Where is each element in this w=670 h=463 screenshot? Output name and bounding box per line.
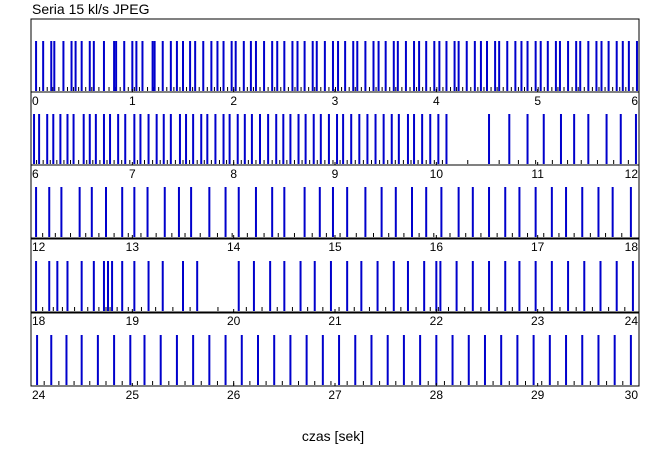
x-tick-label: 24 [32, 388, 46, 402]
x-tick-label: 12 [32, 240, 46, 254]
x-tick-label: 26 [227, 388, 241, 402]
x-tick-label: 25 [126, 388, 140, 402]
x-tick-label: 8 [230, 167, 237, 181]
x-tick-label: 11 [531, 167, 544, 181]
x-tick-label: 20 [227, 314, 241, 328]
x-tick-label: 27 [328, 388, 342, 402]
x-tick-label: 10 [430, 167, 444, 181]
x-tick-label: 2 [230, 94, 237, 108]
x-tick-label: 22 [430, 314, 444, 328]
x-tick-label: 13 [126, 240, 140, 254]
x-tick-label: 19 [126, 314, 140, 328]
x-tick-label: 23 [531, 314, 545, 328]
x-tick-label: 21 [328, 314, 342, 328]
x-tick-label: 5 [534, 94, 541, 108]
x-tick-label: 1 [129, 94, 136, 108]
panel-2: 6 7 8 9 10 11 12 [30, 91, 640, 181]
x-tick-label: 17 [531, 240, 545, 254]
x-tick-label: 12 [625, 167, 639, 181]
x-tick-label: 6 [32, 167, 39, 181]
x-tick-label: 18 [32, 314, 46, 328]
chart-title: Seria 15 kl/s JPEG [32, 1, 150, 17]
x-tick-label: 24 [625, 314, 639, 328]
panel-3: 12 13 14 15 16 17 18 [30, 164, 640, 254]
x-tick-label: 18 [625, 240, 639, 254]
panel-5: 24 25 26 27 28 29 30 [30, 312, 640, 402]
panel-4: 18 19 20 21 22 23 24 [30, 238, 640, 328]
x-tick-label: 28 [430, 388, 444, 402]
x-tick-label: 16 [430, 240, 444, 254]
x-tick-label: 30 [625, 388, 639, 402]
x-tick-label: 29 [531, 388, 545, 402]
x-tick-label: 7 [129, 167, 136, 181]
x-tick-label: 15 [328, 240, 342, 254]
x-tick-label: 0 [32, 94, 39, 108]
panel-1: 0 1 2 3 4 5 6 [30, 18, 640, 108]
x-tick-label: 3 [332, 94, 339, 108]
x-tick-label: 9 [332, 167, 339, 181]
x-tick-label: 14 [227, 240, 241, 254]
x-tick-label: 6 [631, 94, 638, 108]
x-axis-label: czas [sek] [302, 428, 364, 444]
x-tick-label: 4 [433, 94, 440, 108]
